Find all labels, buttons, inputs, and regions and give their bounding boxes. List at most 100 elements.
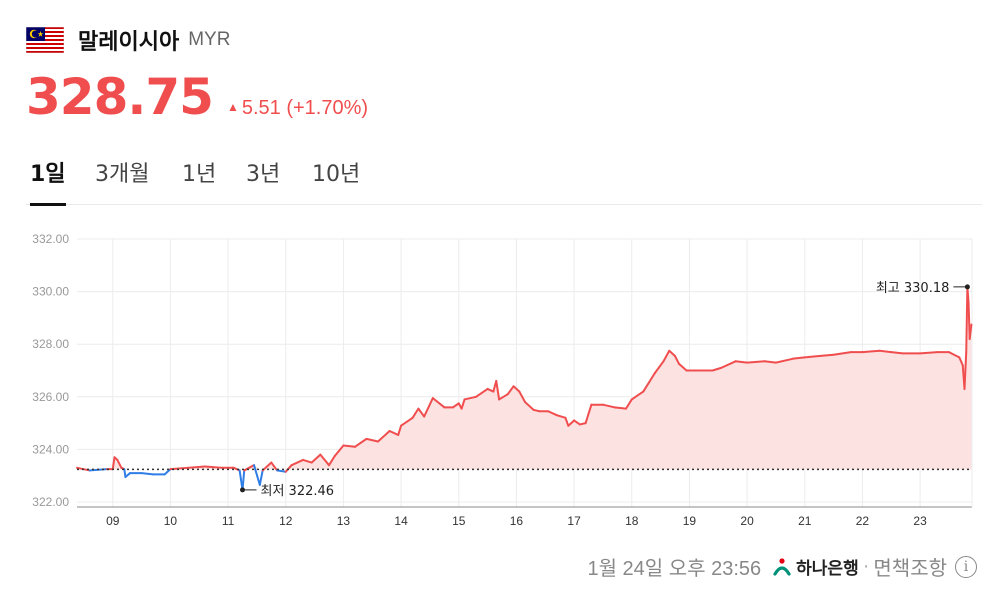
series-segment [642, 372, 656, 393]
series-segment [397, 424, 403, 436]
series-segment [124, 472, 132, 479]
tab-1day[interactable]: 1일 [30, 156, 66, 206]
x-tick-label: 18 [625, 514, 639, 525]
tab-10year[interactable]: 10년 [312, 162, 361, 187]
y-tick-label: 332.00 [32, 232, 69, 246]
series-segment [547, 410, 558, 417]
series-segment [243, 464, 256, 472]
series-segment [186, 465, 207, 469]
x-tick-label: 13 [337, 514, 351, 525]
series-segment [555, 414, 567, 419]
series-segment [734, 360, 749, 364]
series-segment [333, 444, 345, 457]
header: 말레이시아 MYR [26, 22, 230, 58]
series-segment [123, 468, 127, 479]
x-tick-label: 19 [683, 514, 697, 525]
y-tick-label: 324.00 [32, 442, 69, 456]
series-segment [966, 285, 970, 304]
series-segment [353, 437, 368, 448]
series-segment [475, 387, 489, 398]
series-segment [919, 351, 939, 355]
series-segment [431, 397, 446, 409]
up-triangle-icon: ▲ [226, 100, 239, 114]
series-segment [630, 390, 645, 401]
currency-code: MYR [188, 29, 231, 50]
x-tick-label: 17 [567, 514, 581, 525]
series-segment [163, 468, 172, 476]
x-tick-label: 10 [164, 514, 178, 525]
series-segment [674, 355, 681, 365]
y-tick-label: 326.00 [32, 390, 69, 404]
series-segment [319, 453, 331, 467]
series-segment [518, 390, 527, 404]
hana-bank-logo-icon [773, 557, 791, 576]
series-segment [832, 351, 852, 356]
disclaimer-link[interactable]: 면책조항 [873, 556, 947, 580]
series-segment [613, 406, 627, 410]
series-segment [498, 393, 509, 401]
x-tick-label: 16 [510, 514, 524, 525]
y-tick-label: 322.00 [32, 495, 69, 509]
series-segment [567, 419, 576, 427]
series-segment [678, 362, 688, 372]
series-segment [890, 351, 904, 355]
series-segment [241, 469, 246, 491]
x-tick-label: 14 [394, 514, 408, 525]
x-tick-label: 21 [798, 514, 812, 525]
y-tick-label: 330.00 [32, 285, 69, 299]
series-segment [342, 444, 356, 448]
country-name: 말레이시아 [78, 30, 180, 55]
series-segment [495, 380, 501, 401]
x-tick-label: 11 [222, 514, 235, 525]
malaysia-flag-icon [26, 27, 64, 53]
series-segment [947, 351, 961, 359]
info-icon[interactable]: i [955, 555, 977, 578]
series-segment [290, 458, 305, 467]
x-tick-label: 22 [856, 514, 870, 525]
y-tick-label: 328.00 [32, 337, 69, 351]
x-tick-label: 23 [913, 514, 927, 525]
series-segment [624, 398, 633, 410]
series-segment [861, 349, 881, 354]
price-change: ▲ 5.51 (+1.70%) [227, 97, 368, 120]
series-segment [803, 355, 821, 359]
series-segment [774, 357, 795, 364]
series-segment [451, 402, 460, 409]
series-segment [573, 419, 581, 426]
series-segment [792, 356, 806, 360]
series-segment [140, 472, 155, 476]
tab-3year[interactable]: 3년 [246, 162, 281, 187]
series-segment [965, 285, 969, 354]
low-label: 최저 322.46 [261, 484, 335, 499]
price-chart[interactable]: 332.00 330.00 328.00 326.00 324.00 322.00 09 10… [0, 215, 999, 525]
quote-row: 328.75 ▲ 5.51 (+1.70%) [26, 68, 368, 126]
bank-name: 하나은행 [796, 559, 859, 579]
series-segment [668, 349, 677, 358]
series-segment [524, 401, 535, 411]
series-segment [662, 349, 671, 363]
series-segment [388, 429, 400, 436]
series-segment [258, 469, 264, 486]
series-segment [270, 461, 279, 472]
x-tick-label: 09 [106, 514, 120, 525]
current-price: 328.75 [26, 68, 214, 126]
series-segment [720, 360, 737, 369]
series-segment [711, 366, 723, 372]
series-segment [878, 349, 893, 354]
series-segment [564, 416, 570, 427]
high-label: 최고 330.18 [876, 281, 950, 296]
series-area [77, 286, 972, 470]
series-segment [463, 395, 478, 401]
series-segment [968, 323, 973, 340]
series-segment [365, 437, 380, 443]
tab-1year[interactable]: 1년 [182, 162, 217, 187]
tab-3month[interactable]: 3개월 [95, 162, 150, 187]
x-tick-label: 15 [452, 514, 466, 525]
series-segment [111, 456, 116, 471]
series-segment [411, 407, 420, 419]
series-segment [377, 429, 391, 443]
series-segment [423, 397, 434, 418]
timestamp: 1월 24일 오후 23:56 [587, 558, 762, 580]
series-segment [601, 403, 616, 409]
series-segment [506, 385, 515, 396]
